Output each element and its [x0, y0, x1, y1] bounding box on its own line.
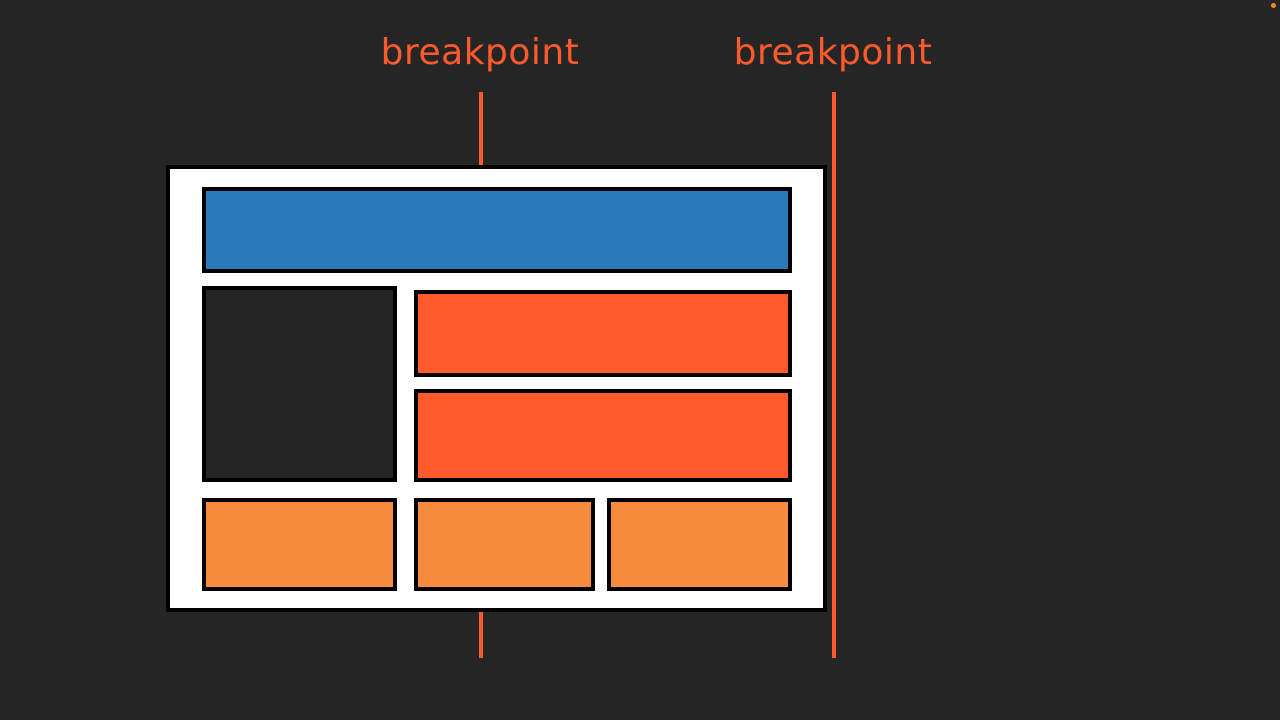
breakpoint-label-1: breakpoint	[380, 32, 580, 73]
header-block	[202, 187, 792, 273]
content-block-1	[414, 290, 792, 377]
footer-block-1	[202, 498, 397, 591]
footer-block-2	[414, 498, 595, 591]
footer-block-3	[607, 498, 792, 591]
sidebar-block	[202, 286, 397, 482]
indicator-dot	[1271, 3, 1276, 8]
breakpoint-label-2: breakpoint	[733, 32, 933, 73]
content-block-2	[414, 389, 792, 482]
breakpoint-line-2	[832, 92, 836, 658]
